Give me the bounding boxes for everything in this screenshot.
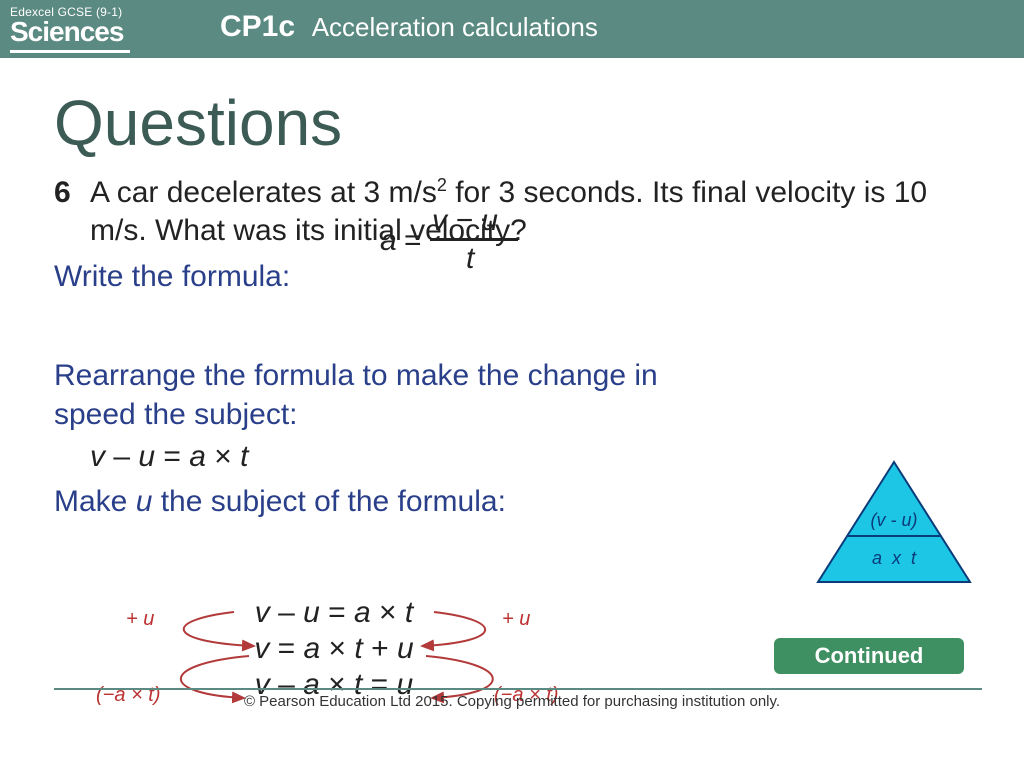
annot-plus-u-left: + u bbox=[126, 608, 154, 631]
step-write-formula: Write the formula: bbox=[54, 257, 970, 296]
footer-divider bbox=[54, 688, 982, 690]
triangle-bottom-label: a x t bbox=[872, 548, 917, 568]
triangle-top-label: (v - u) bbox=[871, 510, 918, 530]
chapter-heading: CP1c Acceleration calculations bbox=[220, 10, 598, 44]
annot-plus-u-right: + u bbox=[502, 608, 530, 631]
deriv-line-2: v = a × t + u bbox=[54, 632, 614, 666]
chapter-title: Acceleration calculations bbox=[312, 12, 598, 42]
slide-body: Questions 6 A car decelerates at 3 m/s2 … bbox=[0, 58, 1024, 718]
step-rearrange: Rearrange the formula to make the change… bbox=[54, 356, 674, 434]
question-number: 6 bbox=[54, 174, 71, 212]
formula-bar bbox=[430, 238, 518, 241]
formula-eq: = bbox=[404, 224, 422, 258]
formula-numerator: v − u bbox=[432, 204, 498, 238]
slide-header: Edexcel GCSE (9-1) Sciences CP1c Acceler… bbox=[0, 0, 1024, 58]
brand-logo: Edexcel GCSE (9-1) Sciences bbox=[10, 6, 123, 46]
chapter-code: CP1c bbox=[220, 10, 295, 43]
brand-main: Sciences bbox=[10, 18, 123, 46]
brand-underline bbox=[10, 50, 130, 53]
formula-lhs: a bbox=[380, 224, 397, 258]
derivation-block: v – u = a × t v = a × t + u v – a × t = … bbox=[54, 594, 614, 744]
formula-denominator: t bbox=[466, 242, 474, 276]
copyright-text: © Pearson Education Ltd 2015. Copying pe… bbox=[0, 693, 1024, 710]
question-text: A car decelerates at 3 m/s2 for 3 second… bbox=[90, 176, 927, 247]
continued-button[interactable]: Continued bbox=[774, 638, 964, 674]
page-title: Questions bbox=[54, 86, 970, 160]
formula-triangle: (v - u) a x t bbox=[814, 458, 974, 588]
